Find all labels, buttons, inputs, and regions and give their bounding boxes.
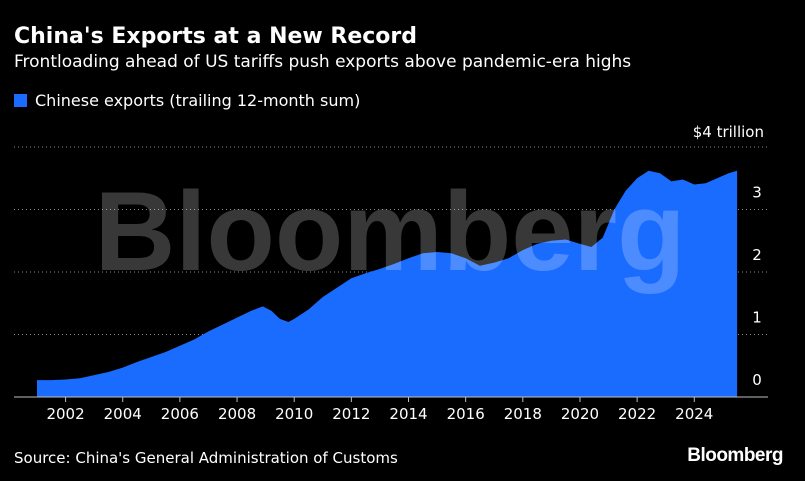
x-tick-label: 2018 <box>504 405 542 423</box>
chart-title: China's Exports at a New Record <box>14 24 418 49</box>
x-tick-label: 2022 <box>618 405 656 423</box>
x-tick-label: 2016 <box>447 405 485 423</box>
y-tick-label: 3 <box>752 184 762 202</box>
chart-subtitle: Frontloading ahead of US tariffs push ex… <box>14 52 632 72</box>
x-tick-label: 2024 <box>675 405 713 423</box>
x-tick-label: 2008 <box>218 405 256 423</box>
y-tick-label: $4 trillion <box>693 123 764 141</box>
y-tick-label: 1 <box>752 309 762 327</box>
x-tick-label: 2012 <box>332 405 370 423</box>
x-tick-label: 2010 <box>275 405 313 423</box>
y-axis: 0 1 2 3 $4 trillion <box>693 123 764 389</box>
y-tick-label: 0 <box>752 371 762 389</box>
y-tick-label: 2 <box>752 246 762 264</box>
watermark: Bloomberg <box>94 169 685 294</box>
bloomberg-logo: Bloomberg <box>687 445 783 466</box>
x-tick-label: 2020 <box>561 405 599 423</box>
x-tick-label: 2004 <box>104 405 142 423</box>
source-note: Source: China's General Administration o… <box>14 449 398 467</box>
x-tick-label: 2014 <box>389 405 427 423</box>
x-axis: 2002 2004 2006 2008 2010 2012 2014 2016 2018 2020… <box>46 397 713 423</box>
series-area-chinese-exports <box>37 170 738 397</box>
x-tick-label: 2006 <box>161 405 199 423</box>
x-tick-label: 2002 <box>46 405 84 423</box>
chart-legend: Chinese exports (trailing 12-month sum) <box>14 91 360 110</box>
legend-swatch <box>14 94 27 107</box>
legend-label: Chinese exports (trailing 12-month sum) <box>35 91 361 110</box>
